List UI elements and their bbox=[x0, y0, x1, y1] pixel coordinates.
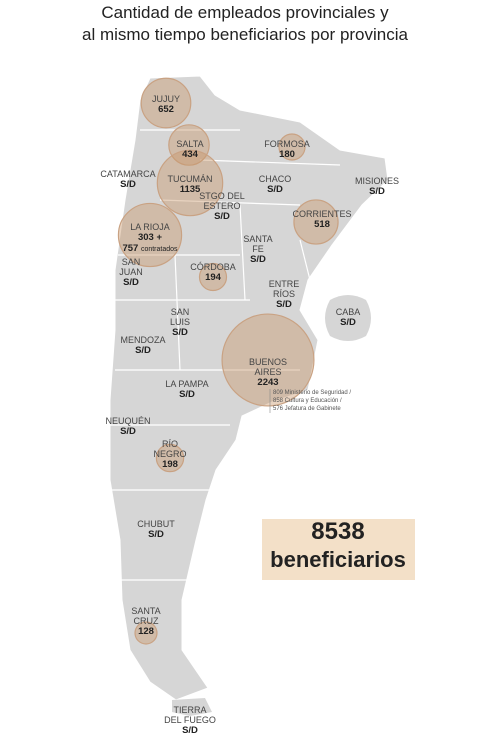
province-value: S/D bbox=[172, 327, 188, 338]
province-value: S/D bbox=[135, 345, 151, 356]
province-name: TIERRA bbox=[173, 705, 206, 715]
province-value: 128 bbox=[138, 626, 154, 637]
bubble bbox=[155, 443, 185, 473]
province-value: 434 bbox=[182, 149, 199, 160]
province-value: S/D bbox=[182, 725, 198, 736]
province-value: 180 bbox=[279, 149, 295, 160]
province-value: S/D bbox=[267, 184, 283, 195]
province-name: RÍO bbox=[162, 439, 178, 449]
caba-inset bbox=[325, 295, 371, 341]
bubble bbox=[140, 77, 192, 129]
province-value: S/D bbox=[369, 186, 385, 197]
province-name: JUAN bbox=[119, 267, 143, 277]
bubble bbox=[198, 262, 228, 292]
province-value: 194 bbox=[205, 272, 222, 283]
province-name: JUJUY bbox=[152, 94, 180, 104]
province-value: S/D bbox=[276, 299, 292, 310]
province-name: LA RIOJA bbox=[130, 222, 170, 232]
province-value: S/D bbox=[120, 426, 136, 437]
province-name: MENDOZA bbox=[121, 335, 166, 345]
bubble bbox=[168, 124, 210, 166]
province-name: ENTRE bbox=[269, 279, 300, 289]
province-value: S/D bbox=[120, 179, 136, 190]
note: 576 Jefatura de Gabinete bbox=[273, 406, 341, 412]
extra-label: contratados bbox=[141, 246, 178, 253]
province-name: ESTERO bbox=[203, 201, 240, 211]
province-value: S/D bbox=[123, 277, 139, 288]
bubble bbox=[221, 313, 315, 407]
province-name: RÍOS bbox=[273, 289, 295, 299]
note: 858 Cultura y Educación / bbox=[273, 398, 342, 404]
province-name: CÓRDOBA bbox=[190, 262, 236, 272]
bubble bbox=[117, 202, 183, 268]
province-value: 1135 bbox=[180, 184, 201, 195]
province-name: BUENOS bbox=[249, 357, 287, 367]
country-shape bbox=[109, 75, 389, 701]
province-value: 303 + bbox=[138, 232, 162, 243]
province-value: S/D bbox=[179, 389, 195, 400]
province-name: FE bbox=[252, 244, 264, 254]
province-name: FORMOSA bbox=[264, 139, 310, 149]
title: al mismo tiempo beneficiarios por provin… bbox=[82, 25, 409, 44]
province-name: SALTA bbox=[176, 139, 203, 149]
extra-value: 757 bbox=[122, 243, 138, 254]
province-extra: 757 contratados bbox=[122, 243, 178, 254]
province-name: SANTA bbox=[131, 606, 160, 616]
province-value: 2243 bbox=[257, 377, 278, 388]
province-value: 652 bbox=[158, 104, 174, 115]
province-name: CHUBUT bbox=[137, 519, 175, 529]
island-shape bbox=[172, 698, 212, 716]
note: 809 Ministerio de Seguridad / bbox=[273, 390, 351, 396]
province-value: S/D bbox=[148, 529, 164, 540]
total-value: 8538 bbox=[311, 518, 364, 545]
province-name: CORRIENTES bbox=[292, 209, 351, 219]
bubble bbox=[293, 199, 339, 245]
province-name: SAN bbox=[171, 307, 190, 317]
province-value: 198 bbox=[162, 459, 178, 470]
province-name: CRUZ bbox=[134, 616, 159, 626]
province-name: LUIS bbox=[170, 317, 190, 327]
province-name: NEGRO bbox=[153, 449, 186, 459]
title: Cantidad de empleados provinciales y bbox=[101, 3, 389, 22]
province-value: S/D bbox=[340, 317, 356, 328]
province-borders bbox=[110, 129, 341, 581]
province-value: S/D bbox=[250, 254, 266, 265]
province-name: CATAMARCA bbox=[100, 169, 155, 179]
province-name: STGO DEL bbox=[199, 191, 245, 201]
bubble bbox=[156, 149, 224, 217]
province-name: NEUQUÉN bbox=[105, 416, 150, 426]
total-label: beneficiarios bbox=[270, 547, 406, 572]
province-name: SANTA bbox=[243, 234, 272, 244]
province-name: MISIONES bbox=[355, 176, 399, 186]
province-name: LA PAMPA bbox=[165, 379, 208, 389]
total-box bbox=[262, 519, 415, 580]
province-value: S/D bbox=[214, 211, 230, 222]
province-name: TUCUMÁN bbox=[168, 174, 213, 184]
province-name: AIRES bbox=[254, 367, 281, 377]
province-name: SAN bbox=[122, 257, 141, 267]
province-name: DEL FUEGO bbox=[164, 715, 216, 725]
bubble bbox=[134, 621, 158, 645]
bubble bbox=[278, 133, 306, 161]
province-name: CABA bbox=[336, 307, 361, 317]
province-value: 518 bbox=[314, 219, 330, 230]
province-name: CHACO bbox=[259, 174, 292, 184]
